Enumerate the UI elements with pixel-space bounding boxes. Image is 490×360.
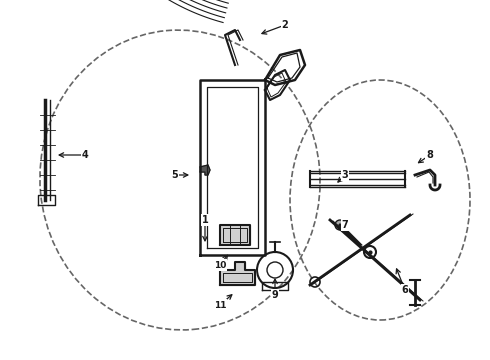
Polygon shape: [220, 225, 250, 245]
Text: 6: 6: [402, 285, 408, 295]
Text: 11: 11: [214, 301, 226, 310]
Circle shape: [335, 220, 345, 230]
Text: 10: 10: [214, 261, 226, 270]
Text: 9: 9: [271, 290, 278, 300]
Text: 7: 7: [342, 220, 348, 230]
Text: 2: 2: [282, 20, 289, 30]
Polygon shape: [220, 262, 255, 285]
Text: 1: 1: [201, 215, 208, 225]
Text: 5: 5: [172, 170, 178, 180]
Polygon shape: [200, 165, 210, 175]
Text: 8: 8: [427, 150, 434, 160]
Text: 3: 3: [342, 170, 348, 180]
Text: 4: 4: [82, 150, 88, 160]
